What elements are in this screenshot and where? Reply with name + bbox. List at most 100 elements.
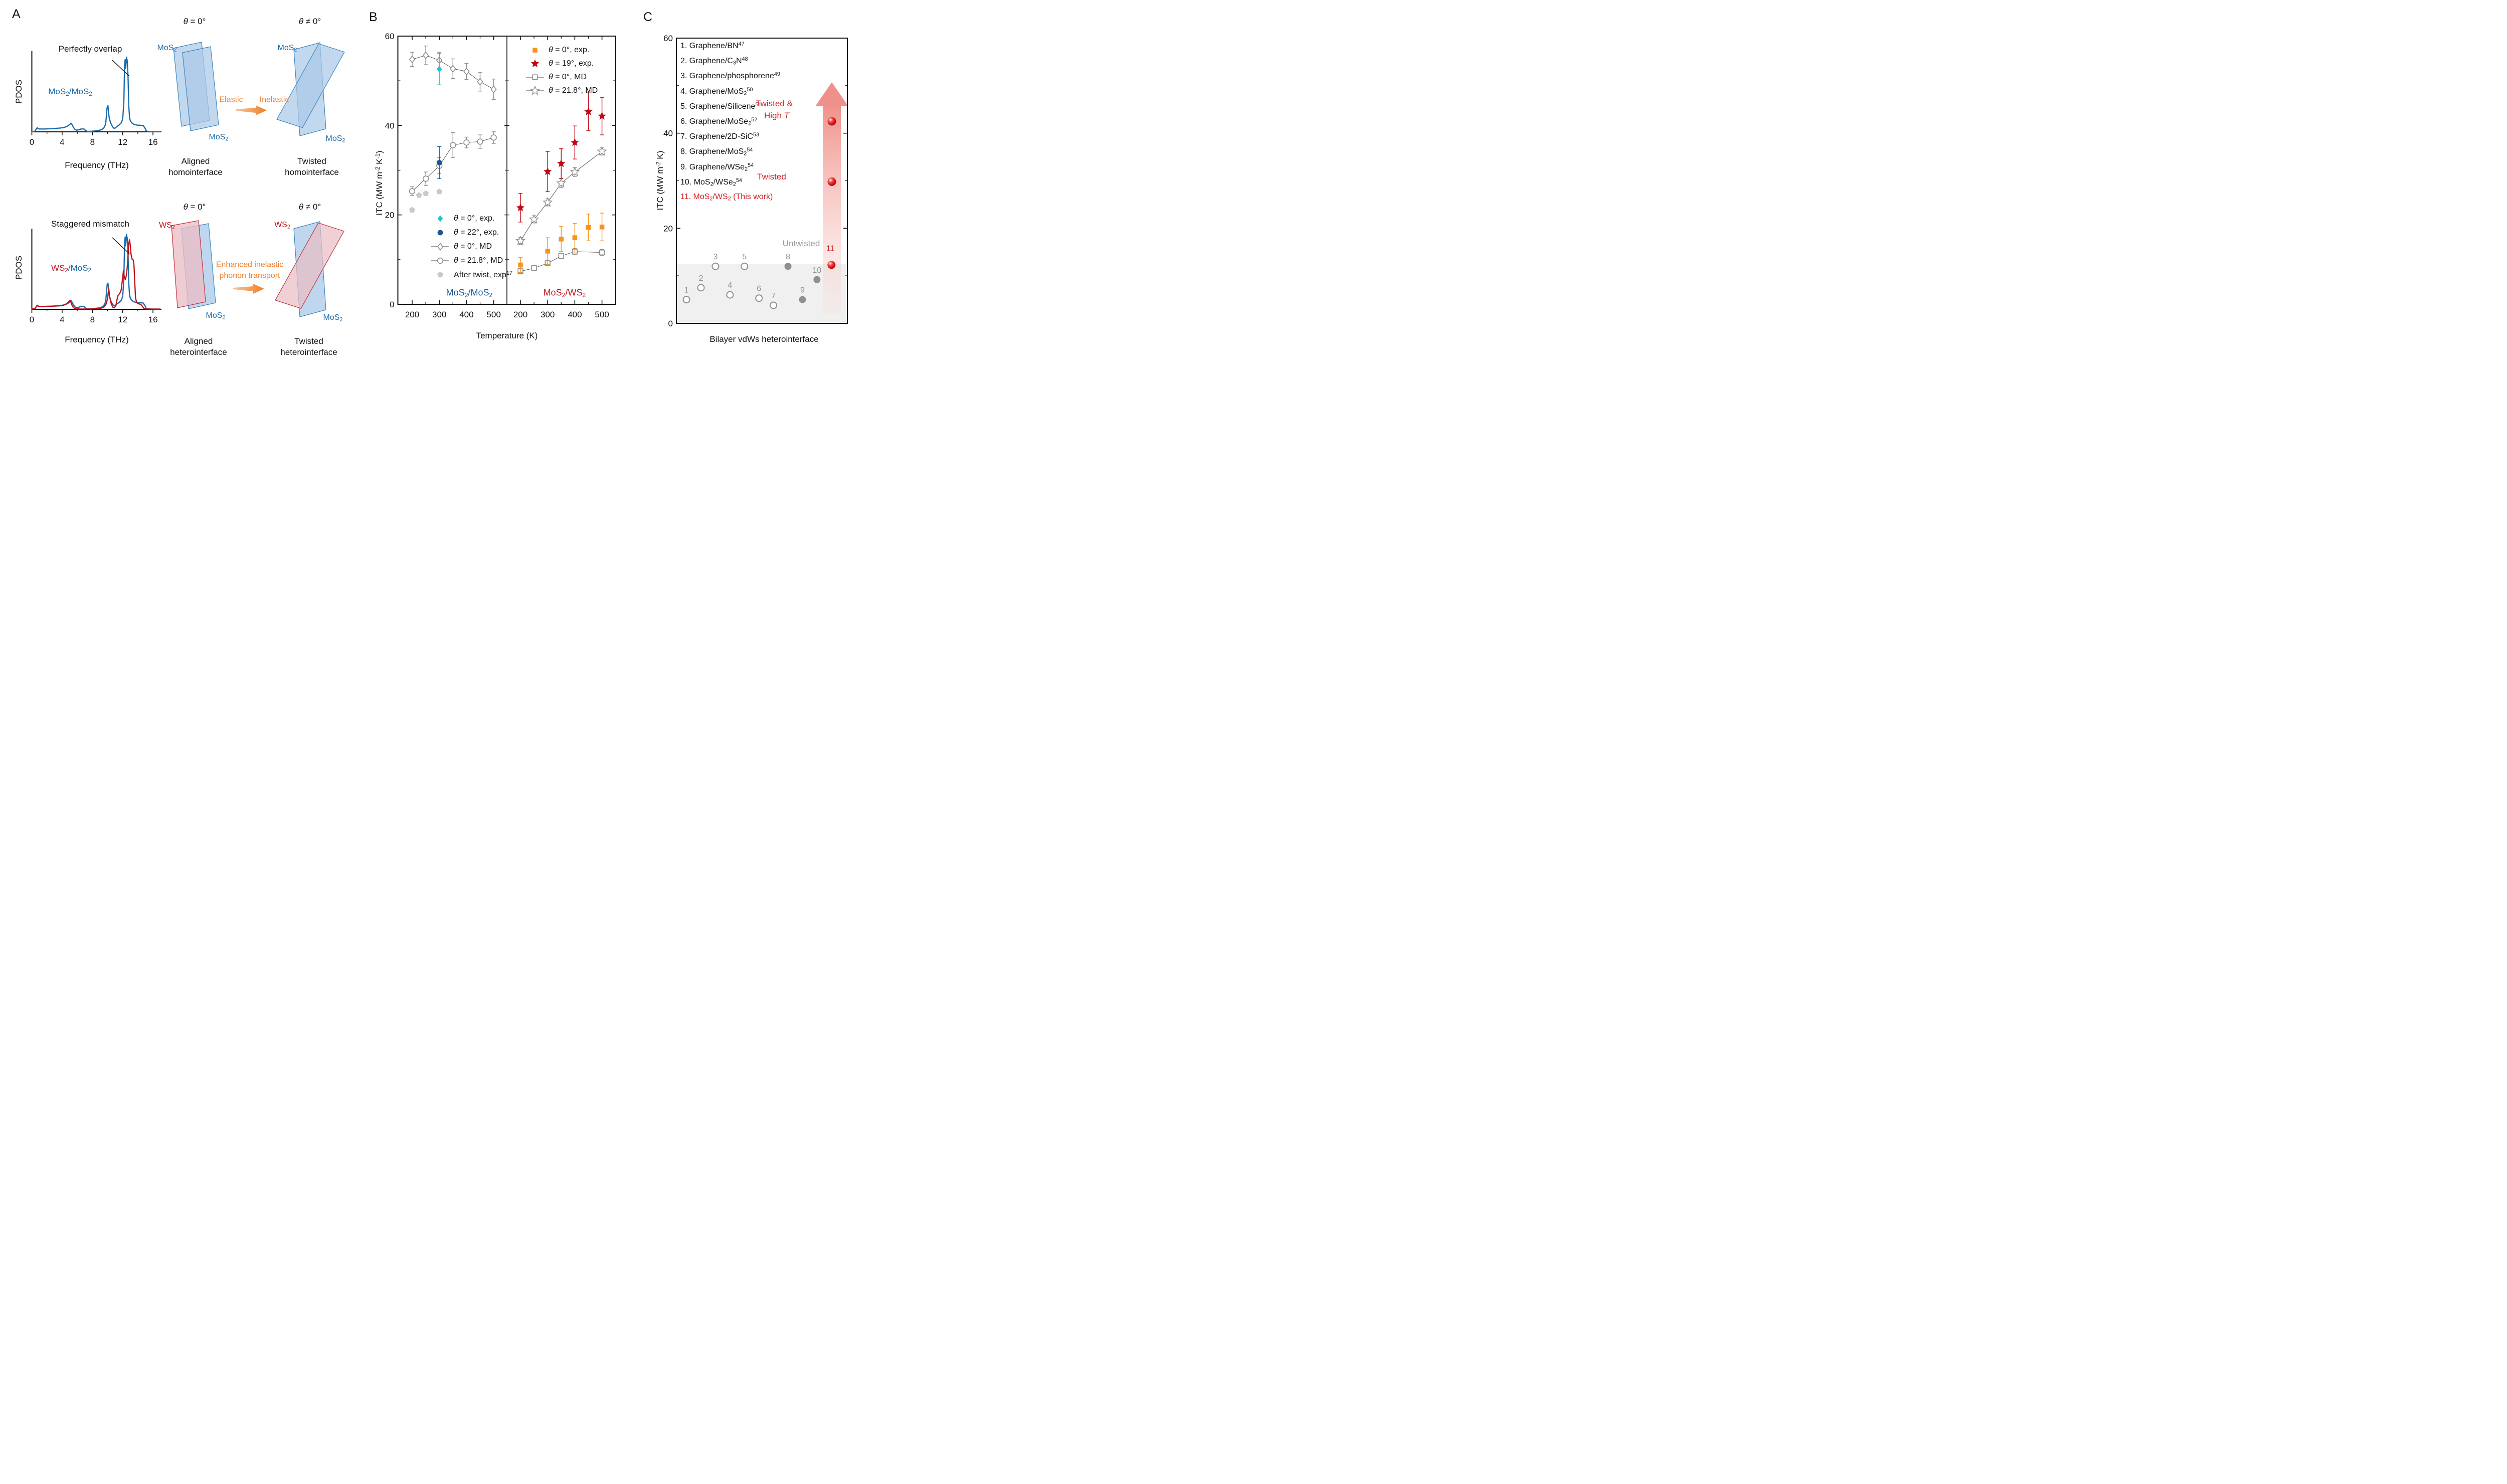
mos2-label: MoS2 xyxy=(209,132,229,142)
svg-text:10: 10 xyxy=(812,266,821,275)
elastic-to-inelastic-arrow-icon xyxy=(236,105,267,115)
heterointerface-list-item: 4. Graphene/MoS250 xyxy=(680,86,753,97)
svg-text:400: 400 xyxy=(568,310,582,319)
panel-c-letter: C xyxy=(643,10,653,24)
aligned-homointerface-diagram xyxy=(173,42,219,131)
svg-text:4: 4 xyxy=(60,137,64,147)
svg-text:300: 300 xyxy=(541,310,555,319)
this-work-point-number: 11 xyxy=(826,244,835,253)
panel-b-letter: B xyxy=(369,10,378,24)
untwisted-label: Untwisted xyxy=(782,239,820,249)
heterointerface-list-item: 6. Graphene/MoSe252 xyxy=(680,117,758,127)
twisted-homointerface-caption: Twisted xyxy=(297,156,326,166)
mos2-label: MoS2 xyxy=(206,311,226,321)
pdos-top-xlabel: Frequency (THz) xyxy=(65,160,129,170)
svg-text:400: 400 xyxy=(459,310,473,319)
figure-canvas: A 0 4 8 12 16 Perfectly overlap MoS2/MoS2 PD… xyxy=(0,0,869,371)
svg-text:5: 5 xyxy=(742,253,747,261)
mos2-label: MoS2 xyxy=(277,43,297,53)
heterointerface-list-item: 2. Graphene/C3N48 xyxy=(680,56,748,66)
twisted-heterointerface-diagram xyxy=(275,221,344,317)
svg-text:6: 6 xyxy=(757,285,761,293)
svg-text:60: 60 xyxy=(663,34,673,43)
enhanced-inelastic-label: Enhanced inelastic xyxy=(216,260,284,269)
legend-label: θ = 0°, exp. xyxy=(549,46,590,54)
heterointerface-list-item: 9. Graphene/WSe254 xyxy=(680,162,754,172)
pdos-bottom-xlabel: Frequency (THz) xyxy=(65,335,129,345)
twisted-homointerface-diagram xyxy=(276,42,345,136)
svg-text:0: 0 xyxy=(668,319,673,328)
aligned-heterointerface-caption: Aligned xyxy=(184,336,213,346)
twisted-homointerface-caption: homointerface xyxy=(285,167,339,177)
svg-text:7: 7 xyxy=(771,292,776,300)
ws2-label: WS2 xyxy=(159,221,175,231)
aligned-heterointerface-caption: heterointerface xyxy=(170,347,227,357)
svg-text:300: 300 xyxy=(432,310,446,319)
enhanced-transport-arrow-icon xyxy=(233,284,264,294)
legend-symbol-star-icon xyxy=(530,59,540,68)
svg-text:16: 16 xyxy=(148,315,158,324)
legend-label: θ = 0°, exp. xyxy=(454,214,495,223)
panel-c-comparison-chart: 0 20 40 60 1 2 3 4 5 6 7 8 9 10 1. Graphene/BN47 2. Gr… xyxy=(663,29,869,371)
mos2-label: MoS2 xyxy=(157,43,177,53)
panel-a-letter: A xyxy=(12,7,21,21)
svg-text:40: 40 xyxy=(385,121,395,130)
panel-b-itc-chart: 0 20 40 60 200 300 400 500 200 300 400 500 θ = 0°, … xyxy=(385,29,629,366)
legend-label: θ = 0°, MD xyxy=(454,242,492,251)
legend-label: θ = 0°, MD xyxy=(549,73,587,81)
svg-text:12: 12 xyxy=(118,137,127,147)
aligned-homointerface-caption: Aligned xyxy=(181,156,210,166)
panel-b-ylabel: ITC (MW m-2 K-1) xyxy=(375,150,384,216)
svg-text:20: 20 xyxy=(385,211,395,220)
elastic-label: Elastic xyxy=(219,95,243,104)
svg-text:4: 4 xyxy=(728,281,732,290)
aligned-heterointerface-diagram xyxy=(171,220,216,309)
right-subplot-tag: MoS2/WS2 xyxy=(543,287,586,299)
heterointerface-list-item: 11. MoS2/WS2 (This work) xyxy=(680,193,773,202)
legend-item: θ = 19°, exp. xyxy=(525,59,594,69)
svg-text:1: 1 xyxy=(684,286,689,295)
legend-symbol-pentagon-icon xyxy=(437,271,443,278)
svg-text:16: 16 xyxy=(148,137,158,147)
heterointerface-list-item: 1. Graphene/BN47 xyxy=(680,41,745,50)
inelastic-label: Inelastic xyxy=(259,95,289,104)
svg-text:500: 500 xyxy=(595,310,609,319)
svg-text:60: 60 xyxy=(385,32,395,41)
panel-c-ylabel: ITC (MW m-2 K) xyxy=(655,150,665,211)
svg-text:12: 12 xyxy=(118,315,127,324)
svg-text:8: 8 xyxy=(786,253,790,261)
svg-text:0: 0 xyxy=(30,315,34,324)
legend-label: θ = 21.8°, MD xyxy=(549,86,598,95)
svg-text:20: 20 xyxy=(663,224,673,233)
svg-text:200: 200 xyxy=(405,310,419,319)
legend-label: θ = 21.8°, MD xyxy=(454,256,503,265)
mos2-label: MoS2 xyxy=(325,134,345,144)
svg-text:3: 3 xyxy=(713,253,718,261)
legend-item: θ = 21.8°, MD xyxy=(525,85,598,96)
svg-text:0: 0 xyxy=(30,137,34,147)
itc-comparison-plot: 0 20 40 60 1 2 3 4 5 6 7 8 9 10 xyxy=(663,34,848,328)
legend-symbol-circle-icon xyxy=(437,230,443,236)
legend-label: θ = 22°, exp. xyxy=(454,228,499,237)
svg-text:9: 9 xyxy=(800,286,805,295)
theta-nonzero-label-hetero: θ ≠ 0° xyxy=(298,202,321,212)
heterointerface-list-item: 5. Graphene/Silicene51 xyxy=(680,101,762,111)
aligned-homointerface-caption: homointerface xyxy=(168,167,223,177)
pdos-bottom-ylabel: PDOS xyxy=(14,255,24,280)
legend-symbol-circle-icon xyxy=(431,257,449,264)
legend-item: θ = 21.8°, MD xyxy=(430,256,503,266)
pdos-top-ylabel: PDOS xyxy=(14,79,24,104)
legend-symbol-diamond-icon xyxy=(431,243,449,251)
panel-b-xlabel: Temperature (K) xyxy=(476,331,538,341)
left-subplot-tag: MoS2/MoS2 xyxy=(446,287,493,299)
heterointerface-list-item: 3. Graphene/phosphorene49 xyxy=(680,71,780,81)
legend-symbol-square-icon xyxy=(532,48,538,53)
pdos-bottom-series-label: WS2/MoS2 xyxy=(51,263,91,274)
legend-item: θ = 0°, MD xyxy=(430,242,492,252)
svg-text:8: 8 xyxy=(90,315,95,324)
twisted-high-t-label: High T xyxy=(764,111,790,121)
pdos-top-annotation: Perfectly overlap xyxy=(58,44,122,54)
itc-vs-temperature-plot: 0 20 40 60 200 300 400 500 200 300 400 500 xyxy=(385,32,616,319)
heterointerface-list-item: 8. Graphene/MoS254 xyxy=(680,147,753,157)
svg-text:0: 0 xyxy=(390,300,394,309)
